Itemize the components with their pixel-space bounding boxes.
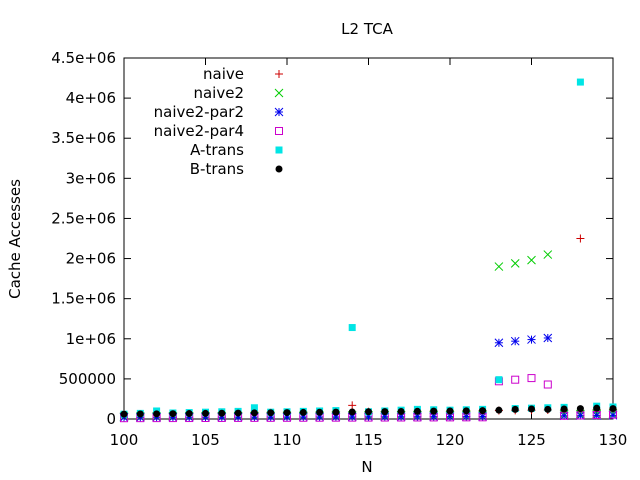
data-point	[511, 375, 520, 384]
data-point	[494, 262, 504, 271]
data-point	[495, 376, 503, 384]
data-point	[510, 336, 520, 346]
legend-label: naive2-par2	[154, 103, 244, 121]
x-tick-label: 100	[110, 431, 139, 449]
data-point	[527, 374, 536, 383]
data-point	[397, 407, 405, 415]
legend-label: naive2	[193, 84, 244, 102]
x-tick-label: 115	[354, 431, 383, 449]
data-point	[250, 404, 258, 412]
y-tick-label: 2.5e+06	[51, 209, 116, 227]
data-point	[430, 407, 438, 415]
data-point	[543, 380, 552, 389]
data-point	[136, 410, 144, 418]
data-point	[527, 255, 536, 265]
data-point	[593, 404, 601, 412]
x-tick-label: 125	[517, 431, 546, 449]
y-tick-label: 1.5e+06	[51, 290, 116, 308]
data-point	[576, 411, 585, 420]
data-point	[479, 407, 487, 415]
data-point	[218, 409, 226, 417]
legend-label: A-trans	[190, 141, 244, 159]
legend-marker	[275, 146, 283, 154]
data-point	[462, 407, 470, 415]
legend-label: B-trans	[190, 160, 244, 178]
x-tick-label: 130	[599, 431, 628, 449]
data-point	[348, 408, 356, 416]
data-point	[365, 408, 372, 416]
data-point	[283, 409, 291, 417]
data-point	[543, 333, 553, 343]
data-point	[185, 410, 193, 418]
data-point	[120, 410, 128, 418]
data-point	[169, 410, 177, 418]
legend-marker	[274, 88, 284, 98]
legend-marker	[275, 70, 283, 78]
data-point	[495, 406, 503, 414]
data-point	[560, 405, 568, 413]
legend-marker	[275, 127, 283, 135]
data-point	[332, 408, 340, 416]
y-tick-label: 3.5e+06	[51, 129, 116, 147]
data-point	[153, 410, 161, 418]
y-tick-label: 0	[106, 410, 116, 428]
data-point	[528, 405, 535, 413]
x-tick-label: 105	[191, 431, 220, 449]
series-B-trans	[120, 404, 617, 418]
data-point	[381, 408, 389, 416]
data-point	[494, 338, 504, 348]
data-point	[250, 409, 258, 417]
data-point	[559, 411, 569, 421]
data-point	[510, 259, 520, 268]
data-point	[527, 335, 536, 344]
data-point	[413, 407, 421, 415]
data-point	[234, 409, 242, 417]
legend-label: naive2-par4	[154, 122, 244, 140]
series-naive	[120, 234, 617, 419]
x-tick-label: 120	[436, 431, 465, 449]
y-tick-label: 4e+06	[66, 89, 116, 107]
data-series	[119, 78, 618, 423]
data-point	[316, 408, 324, 416]
data-point	[446, 407, 454, 415]
y-tick-label: 4.5e+06	[51, 49, 116, 67]
chart-title: L2 TCA	[341, 20, 393, 38]
y-tick-label: 3e+06	[66, 169, 116, 187]
legend-label: naive	[203, 65, 244, 83]
x-axis-label: N	[361, 458, 372, 476]
data-point	[202, 409, 209, 417]
y-axis-label: Cache Accesses	[6, 179, 24, 299]
x-tick-label: 110	[273, 431, 302, 449]
legend-marker	[275, 165, 283, 173]
data-point	[348, 401, 357, 410]
data-point	[511, 405, 519, 413]
data-point	[543, 250, 553, 259]
legend: naivenaive2naive2-par2naive2-par4A-trans…	[154, 65, 284, 178]
y-axis-ticks: 0 500000 1e+06 1.5e+06 2e+06 2.5e+06 3e+06 3.5e…	[51, 49, 613, 428]
data-point	[267, 409, 275, 417]
data-point	[609, 405, 617, 413]
legend-marker	[274, 107, 284, 117]
data-point	[544, 405, 552, 413]
data-point	[299, 408, 307, 416]
y-tick-label: 2e+06	[66, 250, 116, 268]
data-point	[576, 234, 585, 243]
data-point	[348, 324, 356, 332]
series-naive2	[119, 250, 618, 421]
data-point	[576, 405, 584, 413]
y-tick-label: 500000	[59, 370, 116, 388]
y-tick-label: 1e+06	[66, 330, 116, 348]
data-point	[576, 78, 584, 86]
